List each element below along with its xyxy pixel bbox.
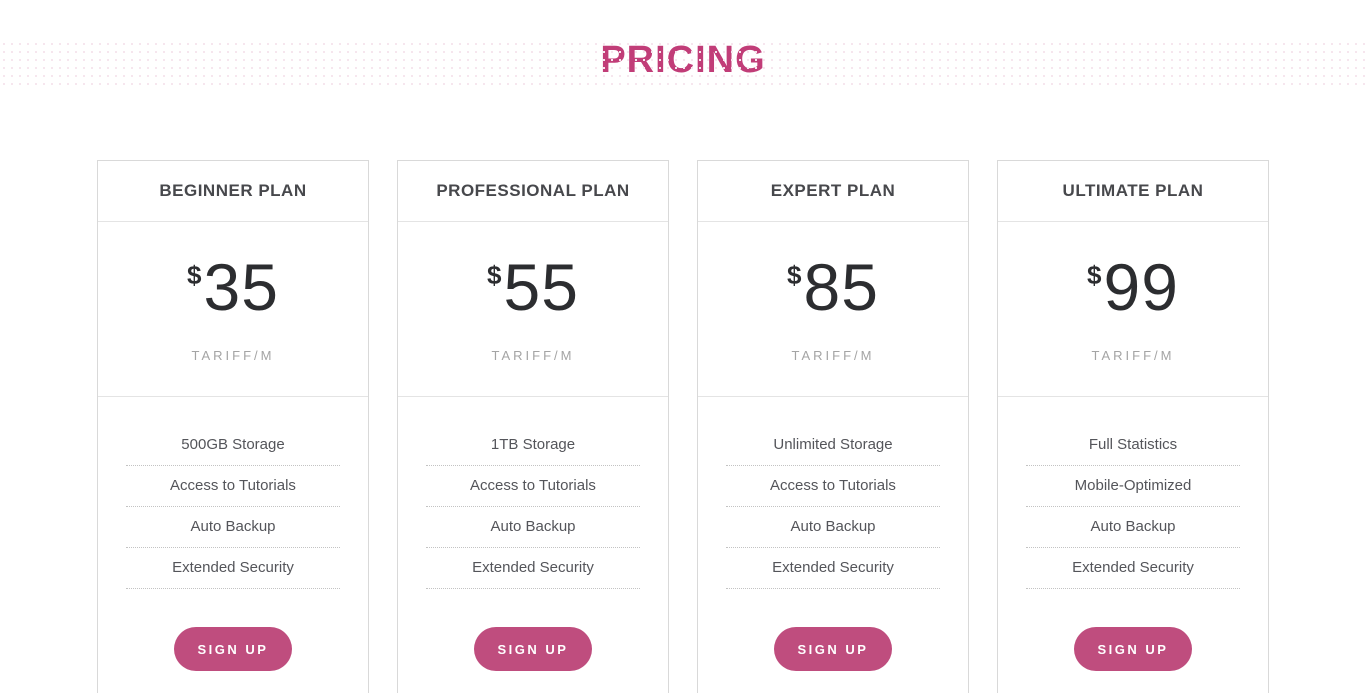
- feature-item: Auto Backup: [1026, 507, 1240, 548]
- feature-item: 500GB Storage: [126, 425, 340, 466]
- plan-name: ULTIMATE PLAN: [1062, 181, 1204, 200]
- billing-period: TARIFF/M: [191, 348, 275, 363]
- feature-item: Access to Tutorials: [426, 466, 640, 507]
- feature-item: Extended Security: [726, 548, 940, 589]
- billing-period: TARIFF/M: [791, 348, 875, 363]
- plan-name: PROFESSIONAL PLAN: [436, 181, 630, 200]
- cta-wrap: SIGN UP: [398, 627, 668, 671]
- price-value: 99: [1103, 250, 1179, 324]
- sign-up-button[interactable]: SIGN UP: [174, 627, 292, 671]
- pricing-card-professional: PROFESSIONAL PLAN $55 TARIFF/M 1TB Stora…: [397, 160, 669, 693]
- price-box: $85 TARIFF/M: [698, 222, 968, 397]
- billing-period: TARIFF/M: [1091, 348, 1175, 363]
- feature-list: 500GB Storage Access to Tutorials Auto B…: [126, 425, 340, 589]
- currency-symbol: $: [787, 260, 802, 290]
- feature-item: Extended Security: [426, 548, 640, 589]
- feature-item: Auto Backup: [426, 507, 640, 548]
- pricing-card-expert: EXPERT PLAN $85 TARIFF/M Unlimited Stora…: [697, 160, 969, 693]
- sign-up-button[interactable]: SIGN UP: [774, 627, 892, 671]
- pricing-cards-container: BEGINNER PLAN $35 TARIFF/M 500GB Storage…: [97, 160, 1269, 693]
- plan-name: EXPERT PLAN: [770, 181, 896, 200]
- card-header: PROFESSIONAL PLAN: [398, 161, 668, 222]
- billing-period: TARIFF/M: [491, 348, 575, 363]
- feature-item: Extended Security: [126, 548, 340, 589]
- feature-item: Full Statistics: [1026, 425, 1240, 466]
- feature-item: Access to Tutorials: [126, 466, 340, 507]
- price: $35: [98, 254, 368, 334]
- pricing-card-beginner: BEGINNER PLAN $35 TARIFF/M 500GB Storage…: [97, 160, 369, 693]
- price-value: 35: [203, 250, 279, 324]
- cta-wrap: SIGN UP: [698, 627, 968, 671]
- feature-list: Full Statistics Mobile-Optimized Auto Ba…: [1026, 425, 1240, 589]
- currency-symbol: $: [1087, 260, 1102, 290]
- cta-wrap: SIGN UP: [98, 627, 368, 671]
- feature-list: 1TB Storage Access to Tutorials Auto Bac…: [426, 425, 640, 589]
- feature-item: 1TB Storage: [426, 425, 640, 466]
- feature-item: Mobile-Optimized: [1026, 466, 1240, 507]
- price-box: $99 TARIFF/M: [998, 222, 1268, 397]
- price-value: 85: [803, 250, 879, 324]
- sign-up-button[interactable]: SIGN UP: [1074, 627, 1192, 671]
- price: $99: [998, 254, 1268, 334]
- card-header: EXPERT PLAN: [698, 161, 968, 222]
- price-box: $55 TARIFF/M: [398, 222, 668, 397]
- feature-item: Extended Security: [1026, 548, 1240, 589]
- feature-item: Auto Backup: [726, 507, 940, 548]
- card-header: BEGINNER PLAN: [98, 161, 368, 222]
- price-value: 55: [503, 250, 579, 324]
- plan-name: BEGINNER PLAN: [159, 181, 307, 200]
- cta-wrap: SIGN UP: [998, 627, 1268, 671]
- pricing-card-ultimate: ULTIMATE PLAN $99 TARIFF/M Full Statisti…: [997, 160, 1269, 693]
- sign-up-button[interactable]: SIGN UP: [474, 627, 592, 671]
- feature-item: Auto Backup: [126, 507, 340, 548]
- feature-list: Unlimited Storage Access to Tutorials Au…: [726, 425, 940, 589]
- feature-item: Unlimited Storage: [726, 425, 940, 466]
- price-box: $35 TARIFF/M: [98, 222, 368, 397]
- price: $85: [698, 254, 968, 334]
- feature-item: Access to Tutorials: [726, 466, 940, 507]
- currency-symbol: $: [487, 260, 502, 290]
- card-header: ULTIMATE PLAN: [998, 161, 1268, 222]
- price: $55: [398, 254, 668, 334]
- page-title: PRICING: [600, 39, 766, 81]
- currency-symbol: $: [187, 260, 202, 290]
